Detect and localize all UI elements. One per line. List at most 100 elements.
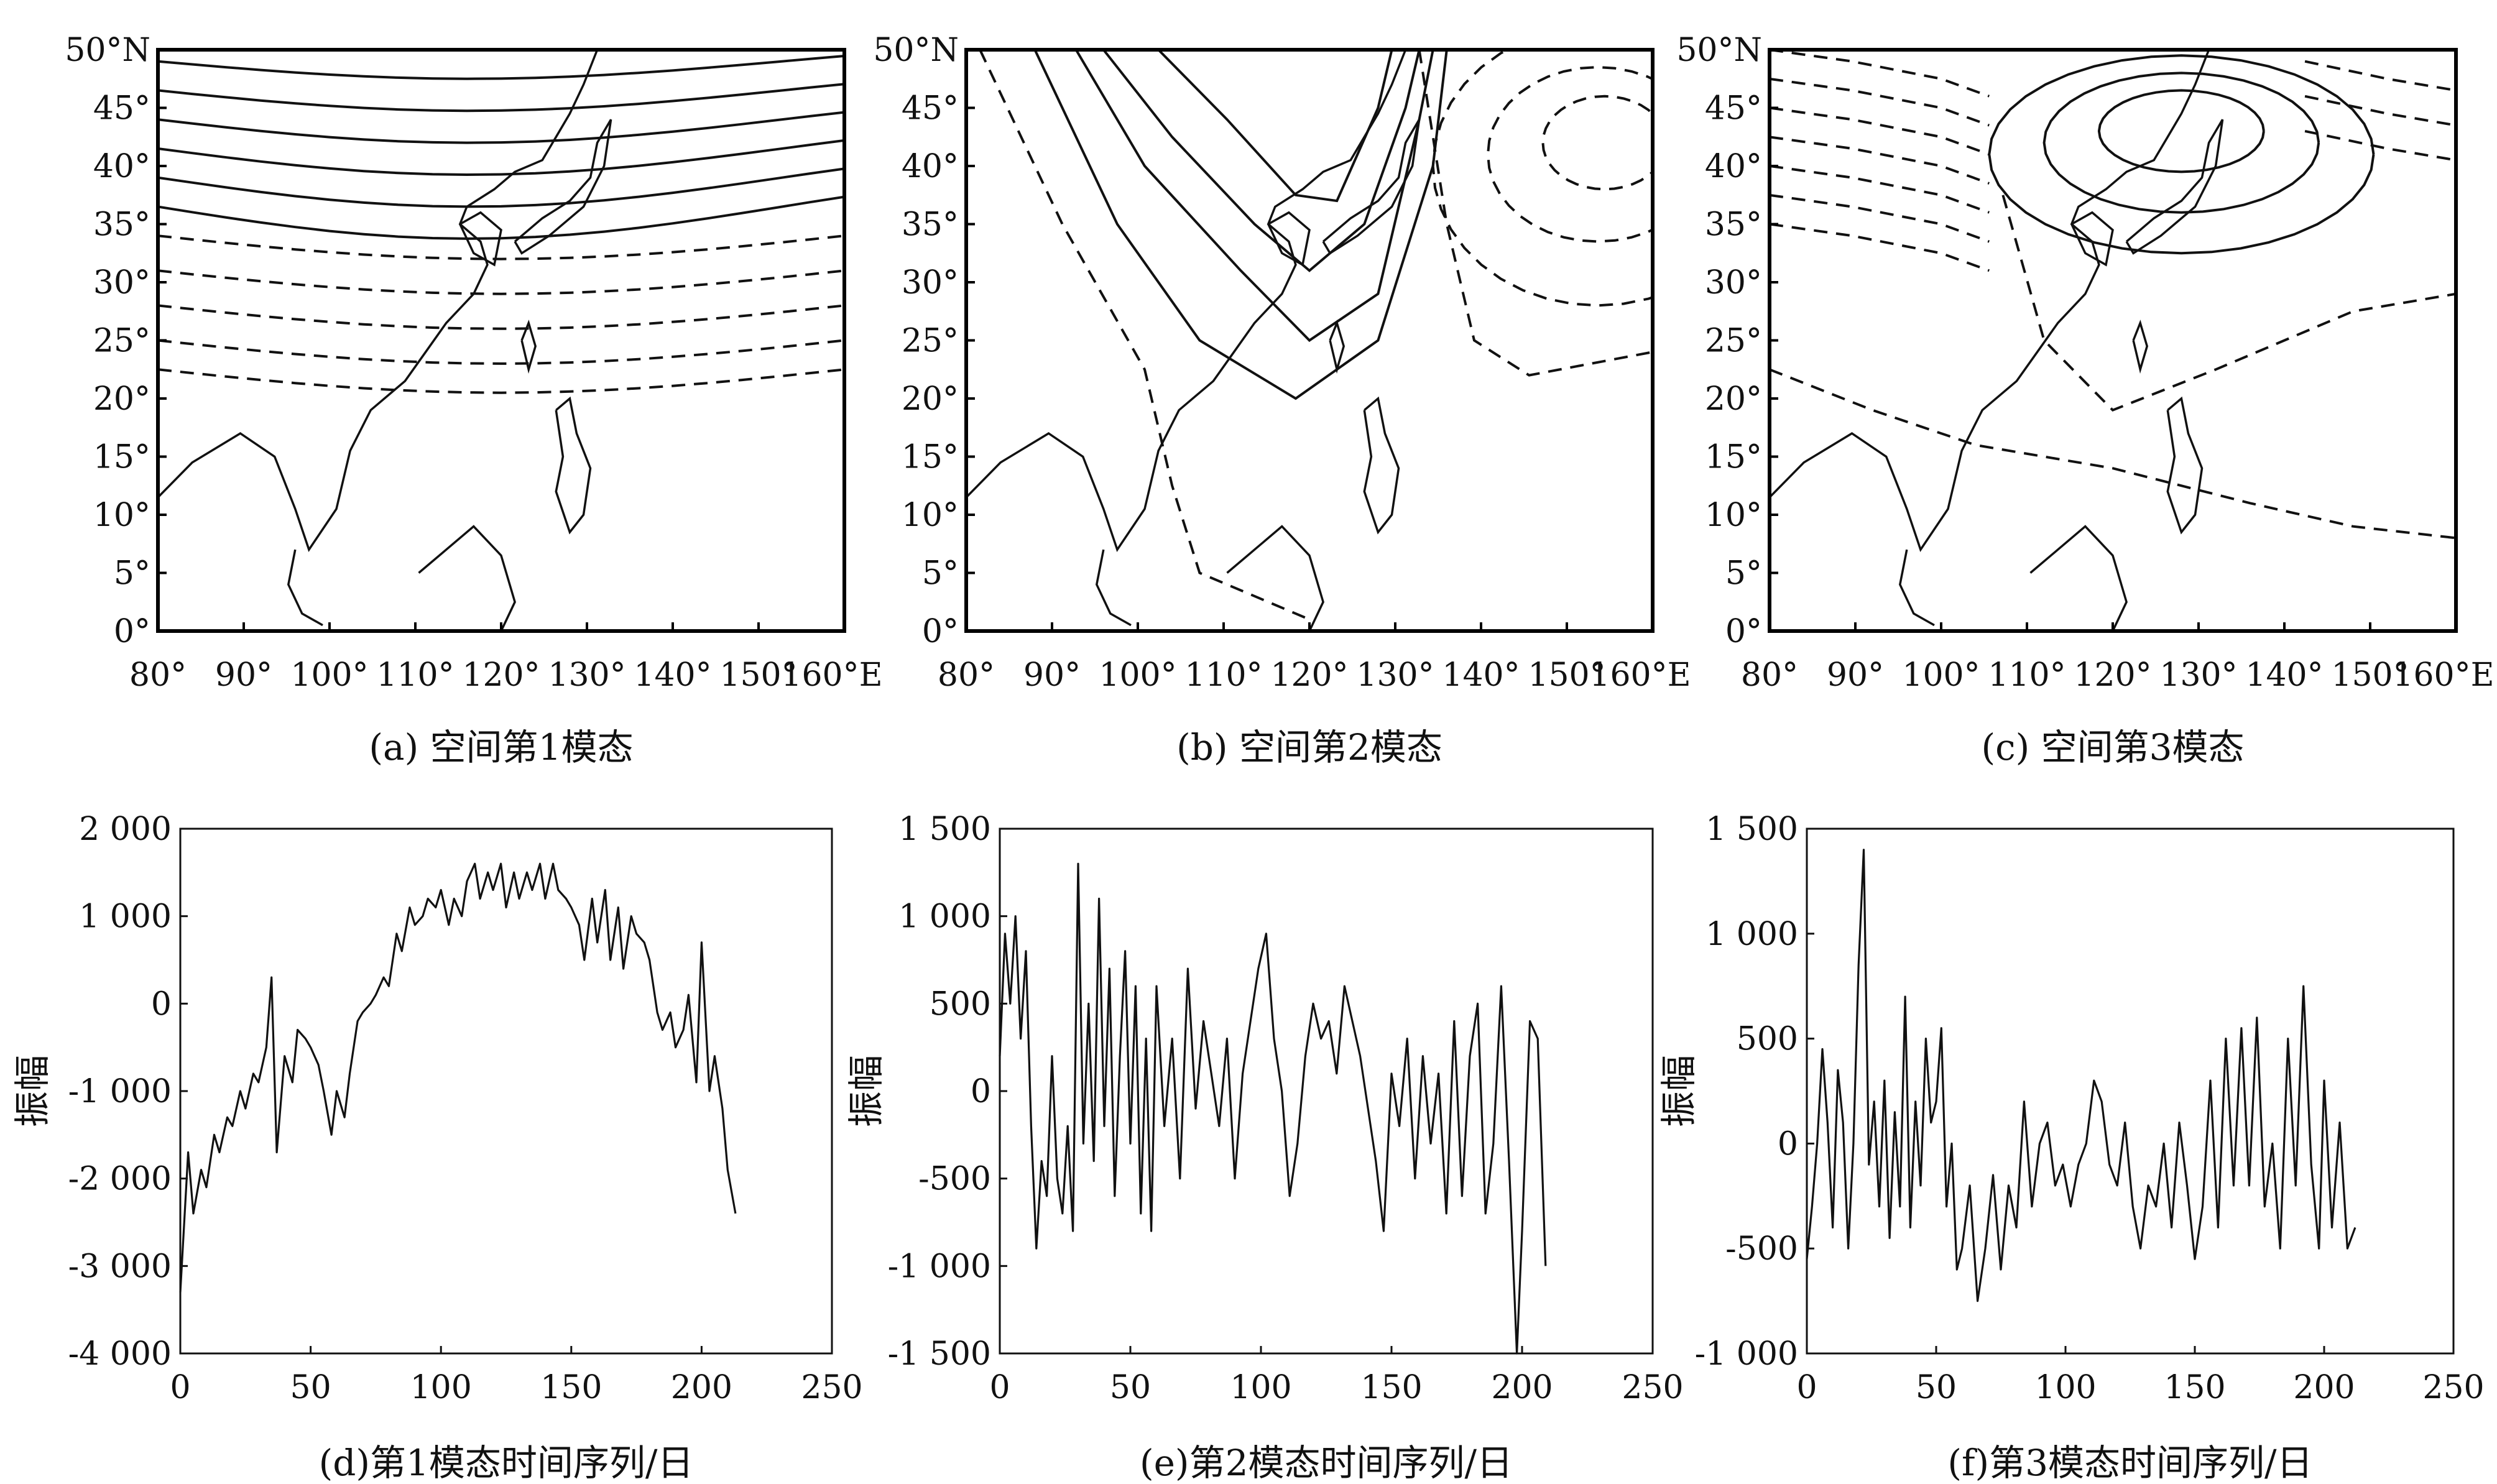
timeseries-panel-2: -1 500 -1 000 -500 0 500 1 000 1 500 0 50 100 150 2… xyxy=(845,811,1684,1484)
y-tick-label: -1 500 xyxy=(888,1335,991,1373)
positive-contour-5 xyxy=(158,195,844,240)
series-line xyxy=(179,862,737,1293)
negative-contour-10 xyxy=(2304,60,2456,92)
lon-tick-label: 120° xyxy=(2074,657,2151,694)
lon-tick-label: 120° xyxy=(1270,657,1348,694)
negative-contour-6 xyxy=(158,234,844,260)
lat-tick-label: 5° xyxy=(114,555,150,592)
x-tick-label: 50 xyxy=(1110,1369,1151,1406)
lon-tick-label: 110° xyxy=(1988,657,2065,694)
negative-contour-4 xyxy=(1541,94,1653,191)
positive-contour-2 xyxy=(158,111,844,144)
x-tick-label: 50 xyxy=(1916,1369,1957,1406)
lat-tick-label: 15° xyxy=(93,439,150,476)
lon-tick-label: 130° xyxy=(548,657,625,694)
lat-tick-label: 0° xyxy=(922,613,959,650)
coastline-2 xyxy=(1267,211,1311,267)
panel-caption: (e)第2模态时间序列/日 xyxy=(1140,1442,1513,1484)
coastline-4 xyxy=(2132,320,2149,374)
lon-tick-label: 90° xyxy=(215,657,272,694)
y-tick-label: -1 000 xyxy=(68,1073,172,1110)
negative-contour-7 xyxy=(1418,50,1653,377)
negative-contour-8 xyxy=(158,304,844,330)
lat-tick-label: 30° xyxy=(93,264,150,302)
positive-contour-1 xyxy=(1157,50,1393,203)
x-tick-label: 100 xyxy=(410,1369,472,1406)
map-panel-3: 0° 5° 10° 15° 20° 25° 30° 35° 40° 45° 50°N 80° 90° 10… xyxy=(1676,32,2494,768)
map-frame xyxy=(156,48,846,633)
coastline-5 xyxy=(1363,396,1400,535)
coastline-0 xyxy=(966,50,1407,553)
negative-contour-7 xyxy=(1770,165,1990,214)
plot-frame xyxy=(999,827,1654,1355)
x-tick-label: 150 xyxy=(1360,1369,1422,1406)
map-frame xyxy=(1768,48,2458,633)
lon-tick-label: 150° xyxy=(2331,657,2409,694)
panel-caption: (d)第1模态时间序列/日 xyxy=(319,1442,694,1484)
negative-contour-13 xyxy=(2001,195,2456,412)
x-tick-label: 0 xyxy=(170,1369,190,1406)
lon-tick-label: 100° xyxy=(290,657,368,694)
lon-tick-label: 100° xyxy=(1099,657,1176,694)
y-tick-label: -1 000 xyxy=(888,1248,991,1285)
negative-contour-6 xyxy=(1770,136,1990,185)
lon-tick-label: 100° xyxy=(1902,657,1980,694)
lon-tick-label: 130° xyxy=(1356,657,1434,694)
y-tick-label: 0 xyxy=(971,1073,991,1110)
x-tick-label: 200 xyxy=(1491,1369,1553,1406)
panel-caption: (f)第3模态时间序列/日 xyxy=(1947,1442,2312,1484)
lat-tick-label: 45° xyxy=(1705,90,1762,127)
lon-tick-label: 140° xyxy=(2245,657,2323,694)
negative-contour-8 xyxy=(979,50,1310,621)
coastline-1 xyxy=(1095,549,1132,627)
x-tick-label: 100 xyxy=(2034,1369,2096,1406)
y-tick-label: -500 xyxy=(918,1161,991,1198)
x-tick-label: 150 xyxy=(2164,1369,2225,1406)
lat-tick-label: 45° xyxy=(93,90,150,127)
map-content xyxy=(1770,50,2456,631)
y-tick-label: -4 000 xyxy=(68,1335,172,1373)
y-tick-label: 1 000 xyxy=(1705,916,1798,953)
lon-tick-label: 150° xyxy=(1528,657,1605,694)
positive-contour-0 xyxy=(2097,89,2265,173)
y-axis-label: 振幅 xyxy=(11,1055,53,1127)
y-tick-label: 0 xyxy=(151,985,172,1023)
lat-tick-label: 15° xyxy=(1705,439,1762,476)
plot-frame xyxy=(1806,827,2455,1355)
lat-tick-label: 30° xyxy=(1705,264,1762,302)
negative-contour-4 xyxy=(1770,77,1990,127)
panel-caption: (c) 空间第3模态 xyxy=(1981,726,2244,768)
lat-tick-label: 25° xyxy=(93,323,150,360)
negative-contour-3 xyxy=(1770,50,1990,98)
series-line xyxy=(999,862,1547,1355)
positive-contour-0 xyxy=(1102,50,1421,272)
lat-tick-label: 5° xyxy=(922,555,959,592)
lat-tick-label: 15° xyxy=(902,439,959,476)
positive-contour-4 xyxy=(158,167,844,208)
lat-tick-label: 20° xyxy=(902,380,959,418)
x-tick-label: 0 xyxy=(989,1369,1010,1406)
y-tick-label: 1 500 xyxy=(1705,811,1798,848)
lat-tick-label: 35° xyxy=(93,206,150,244)
x-tick-label: 250 xyxy=(801,1369,862,1406)
positive-contour-3 xyxy=(1033,50,1448,400)
positive-contour-1 xyxy=(158,83,844,113)
lat-tick-label: 35° xyxy=(1705,206,1762,244)
panel-caption: (b) 空间第2模态 xyxy=(1176,726,1442,768)
y-tick-label: -500 xyxy=(1725,1230,1798,1268)
lon-tick-label: 120° xyxy=(462,657,540,694)
map-content xyxy=(966,50,1653,631)
x-tick-label: 250 xyxy=(2422,1369,2484,1406)
lon-tick-label: 80° xyxy=(938,657,995,694)
x-tick-label: 50 xyxy=(290,1369,331,1406)
y-tick-label: 0 xyxy=(1778,1125,1798,1163)
lat-tick-label: 25° xyxy=(902,323,959,360)
lon-tick-label: 140° xyxy=(1442,657,1520,694)
lat-tick-label: 25° xyxy=(1705,323,1762,360)
lon-tick-label: 90° xyxy=(1827,657,1884,694)
lon-tick-label: 160°E xyxy=(1589,657,1691,694)
lat-tick-label: 40° xyxy=(93,148,150,185)
coastline-4 xyxy=(1329,320,1345,374)
y-tick-label: 500 xyxy=(930,985,991,1023)
lat-tick-label: 35° xyxy=(902,206,959,244)
